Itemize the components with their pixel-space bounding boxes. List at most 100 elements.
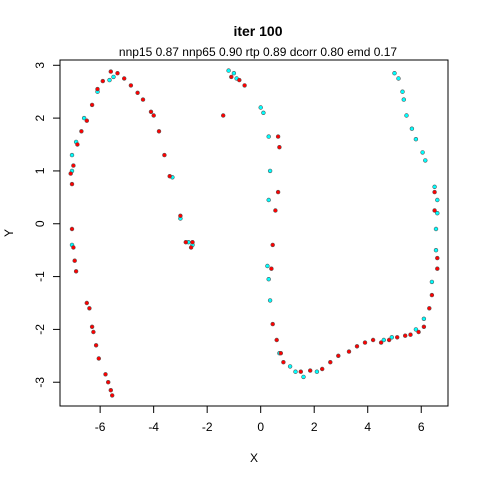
data-point-red: [395, 335, 400, 340]
data-point-red: [108, 69, 114, 74]
data-point-red: [79, 129, 84, 134]
data-point-red: [121, 76, 127, 81]
data-point-cyan: [107, 77, 112, 83]
data-point-cyan: [404, 113, 409, 118]
data-point-red: [432, 189, 437, 195]
data-point-red: [273, 208, 278, 213]
data-point-cyan: [433, 226, 439, 232]
data-point-red: [221, 113, 226, 118]
data-point-red: [270, 242, 275, 248]
y-tick-label: 1: [33, 167, 47, 174]
data-point-cyan: [261, 110, 266, 116]
data-point-red: [281, 360, 286, 365]
data-point-cyan: [381, 337, 386, 343]
x-tick-label: -4: [148, 420, 159, 434]
data-point-red: [188, 245, 194, 250]
data-point-cyan: [231, 70, 237, 76]
data-points: [68, 68, 440, 398]
data-point-cyan: [392, 70, 397, 76]
data-point-cyan: [226, 68, 231, 73]
x-tick-label: 0: [257, 420, 264, 434]
data-point-red: [93, 343, 99, 348]
data-point-red: [96, 356, 102, 361]
data-point-red: [190, 240, 195, 245]
x-axis-label: X: [250, 451, 258, 465]
data-point-red: [278, 351, 283, 356]
data-point-cyan: [435, 211, 440, 216]
chart-title: iter 100: [233, 23, 282, 39]
data-point-red: [408, 332, 413, 337]
data-point-red: [242, 83, 247, 88]
data-point-cyan: [435, 197, 440, 203]
data-point-red: [71, 163, 76, 168]
data-point-red: [68, 171, 73, 176]
data-point-red: [72, 258, 77, 263]
data-point-red: [421, 324, 427, 329]
data-point-red: [277, 145, 282, 150]
data-point-cyan: [266, 134, 271, 139]
data-point-red: [69, 226, 75, 232]
data-point-cyan: [429, 279, 435, 285]
data-point-red: [151, 113, 156, 118]
data-point-red: [370, 337, 376, 343]
data-point-red: [89, 324, 95, 329]
data-point-red: [435, 266, 440, 271]
data-point-red: [71, 245, 76, 250]
data-point-cyan: [433, 248, 439, 253]
data-point-red: [378, 340, 384, 345]
data-point-red: [432, 208, 437, 213]
data-point-red: [354, 344, 360, 349]
data-point-red: [105, 380, 111, 385]
data-point-red: [275, 189, 281, 195]
data-point-red: [84, 118, 90, 123]
data-point-red: [274, 337, 279, 343]
data-point-red: [75, 142, 80, 147]
data-point-cyan: [266, 197, 271, 203]
data-point-red: [156, 129, 162, 134]
data-point-red: [115, 70, 120, 76]
data-point-red: [328, 360, 333, 365]
data-point-red: [109, 393, 115, 398]
data-point-red: [69, 181, 75, 187]
y-tick-label: -1: [33, 271, 47, 282]
data-point-red: [183, 240, 189, 245]
data-point-red: [229, 74, 234, 80]
data-point-red: [162, 152, 167, 158]
data-point-cyan: [432, 184, 437, 190]
x-tick-label: -6: [95, 420, 106, 434]
data-point-cyan: [389, 335, 394, 340]
data-point-red: [362, 340, 368, 345]
y-tick-label: -2: [33, 324, 47, 335]
data-point-red: [140, 97, 146, 102]
data-point-cyan: [413, 327, 419, 332]
data-point-red: [416, 329, 421, 335]
y-axis: -3 -2 -1 0 1 2 3: [33, 62, 60, 388]
data-point-red: [427, 306, 432, 311]
data-point-red: [128, 83, 134, 88]
y-tick-label: 0: [33, 220, 47, 227]
data-point-red: [108, 388, 114, 393]
data-point-cyan: [421, 316, 427, 321]
data-point-cyan: [265, 263, 270, 269]
data-point-red: [237, 77, 242, 83]
x-tick-label: 2: [311, 420, 318, 434]
data-point-cyan: [267, 298, 273, 303]
data-point-red: [135, 90, 140, 96]
data-point-cyan: [69, 152, 75, 158]
data-point-red: [403, 333, 408, 338]
data-point-cyan: [420, 150, 425, 155]
data-point-red: [298, 369, 303, 374]
data-point-red: [275, 134, 281, 139]
data-point-red: [167, 174, 172, 179]
data-point-red: [148, 109, 154, 115]
data-point-cyan: [314, 369, 320, 374]
data-point-cyan: [396, 76, 401, 81]
data-point-red: [386, 337, 392, 343]
data-point-red: [435, 255, 440, 261]
data-point-cyan: [111, 74, 116, 80]
plot-frame: [59, 59, 449, 407]
data-point-red: [178, 213, 183, 219]
data-point-red: [336, 353, 341, 358]
data-point-red: [269, 266, 274, 271]
